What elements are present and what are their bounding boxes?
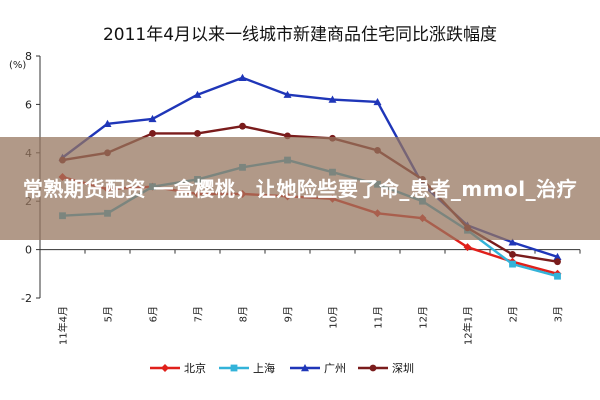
- y-tick-label: 6: [25, 98, 32, 111]
- data-point: [463, 243, 472, 252]
- chart-title: 2011年4月以来一线城市新建商品住宅同比涨跌幅度: [103, 25, 497, 45]
- data-point: [193, 90, 202, 98]
- data-point: [509, 260, 516, 268]
- chart-axes: -20246811年4月5月6月7月8月9月10月11月12月12年1月2月3月: [21, 50, 581, 345]
- x-tick-label: 11年4月: [57, 306, 70, 345]
- legend-label: 深圳: [392, 362, 414, 375]
- data-point: [508, 238, 517, 246]
- legend-label: 广州: [324, 362, 346, 375]
- data-point: [301, 364, 309, 372]
- x-tick-label: 3月: [553, 306, 565, 322]
- data-point: [554, 272, 561, 280]
- data-point: [509, 251, 516, 258]
- overlay-headline: 常熟期货配资 一盒樱桃，让她险些要了命_患者_mmol_治疗: [22, 176, 578, 201]
- x-tick-label: 9月: [283, 306, 295, 322]
- y-axis-unit-label: (%): [9, 60, 26, 71]
- data-point: [373, 97, 382, 106]
- y-tick-label: 0: [25, 244, 32, 257]
- x-tick-label: 11月: [373, 306, 385, 329]
- y-tick-label: -2: [21, 292, 32, 305]
- legend-item: 北京: [150, 361, 206, 375]
- data-point: [283, 90, 292, 98]
- data-point: [554, 258, 561, 266]
- legend-label: 上海: [253, 361, 275, 375]
- x-tick-label: 12年1月: [462, 306, 475, 345]
- data-point: [161, 364, 169, 372]
- data-point: [194, 130, 201, 137]
- data-point: [328, 95, 337, 103]
- y-tick-label: 8: [25, 50, 32, 63]
- overlay-banner: 常熟期货配资 一盒樱桃，让她险些要了命_患者_mmol_治疗: [0, 137, 600, 240]
- data-point: [238, 73, 247, 81]
- x-tick-label: 6月: [148, 306, 160, 322]
- x-tick-label: 5月: [103, 306, 115, 322]
- data-point: [553, 252, 562, 261]
- x-tick-label: 10月: [328, 306, 340, 329]
- data-point: [148, 114, 157, 123]
- x-tick-label: 2月: [508, 306, 520, 322]
- x-tick-label: 7月: [193, 306, 205, 322]
- chart-legend: 北京 上海 广州 深圳: [150, 361, 414, 375]
- legend-label: 北京: [184, 361, 206, 375]
- data-point: [149, 130, 156, 137]
- legend-item: 深圳: [358, 362, 414, 375]
- data-point: [239, 122, 246, 130]
- x-tick-label: 12月: [418, 306, 430, 329]
- x-tick-label: 8月: [238, 306, 250, 322]
- data-point: [103, 119, 112, 127]
- data-point: [369, 364, 377, 372]
- legend-item: 广州: [290, 362, 346, 375]
- legend-item: 上海: [219, 361, 275, 375]
- data-point: [230, 364, 238, 372]
